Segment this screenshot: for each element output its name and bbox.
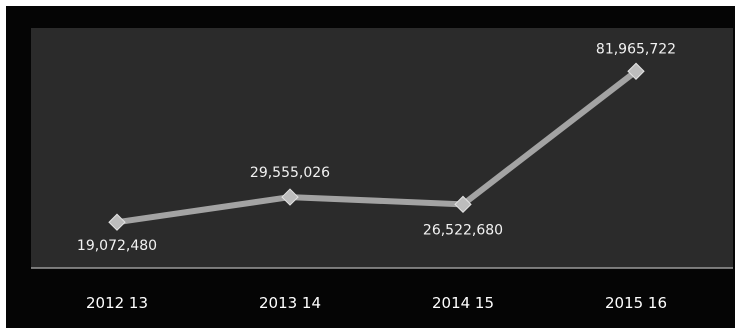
series-layer — [108, 62, 645, 231]
x-tick-label: 2012 13 — [86, 294, 148, 312]
data-label: 81,965,722 — [596, 41, 676, 57]
data-label: 29,555,026 — [250, 165, 330, 181]
plot-area — [31, 28, 733, 268]
data-label: 19,072,480 — [77, 238, 157, 254]
series-line — [114, 68, 639, 226]
x-tick-label: 2014 15 — [432, 294, 494, 312]
x-tick-layer: 2012 13 2013 14 2014 15 2015 16 — [86, 294, 667, 312]
x-tick-label: 2013 14 — [259, 294, 321, 312]
data-point-marker — [627, 62, 645, 80]
data-point-marker — [108, 213, 126, 231]
chart-frame: 19,072,480 29,555,026 26,522,680 81,965,722… — [6, 6, 735, 328]
line-chart: 19,072,480 29,555,026 26,522,680 81,965,722… — [31, 28, 733, 312]
data-label: 26,522,680 — [423, 222, 503, 238]
data-point-marker — [281, 188, 299, 206]
x-tick-label: 2015 16 — [605, 294, 667, 312]
data-point-marker — [454, 195, 472, 214]
data-label-layer: 19,072,480 29,555,026 26,522,680 81,965,722 — [77, 41, 676, 254]
